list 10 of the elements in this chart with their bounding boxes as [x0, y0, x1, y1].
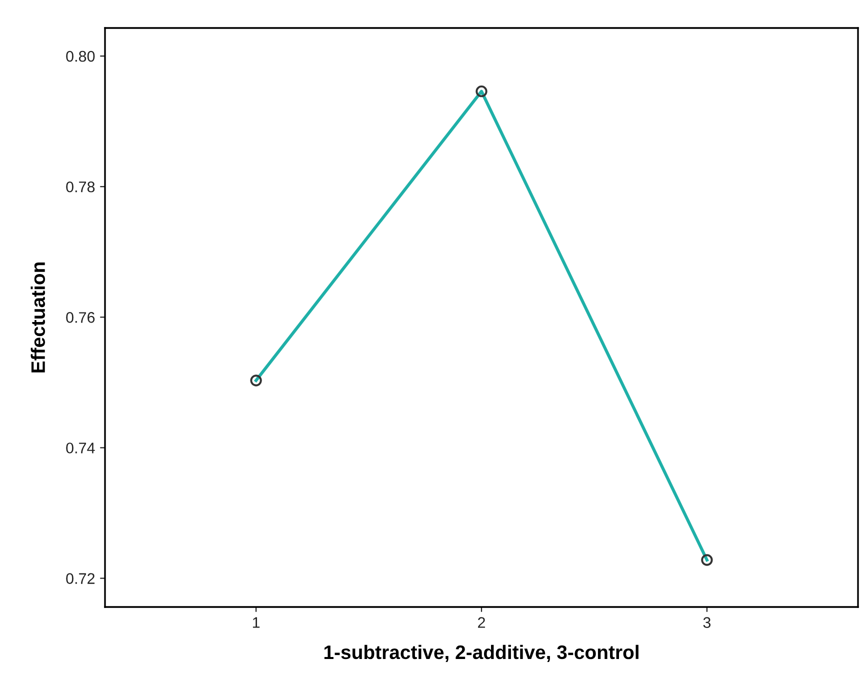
y-tick-label: 0.72 [66, 573, 95, 584]
y-tick-label: 0.78 [66, 181, 95, 192]
x-tick-label: 3 [703, 617, 711, 628]
y-tick-label: 0.74 [66, 442, 95, 454]
x-axis-title: 1-subtractive, 2-additive, 3-control [324, 644, 638, 662]
x-tick-label: 2 [478, 617, 485, 628]
x-tick-label: 1 [252, 617, 260, 628]
y-tick-label: 0.76 [66, 312, 95, 323]
y-tick-label: 0.80 [66, 50, 95, 62]
y-axis-title: Effectuation [30, 262, 46, 372]
